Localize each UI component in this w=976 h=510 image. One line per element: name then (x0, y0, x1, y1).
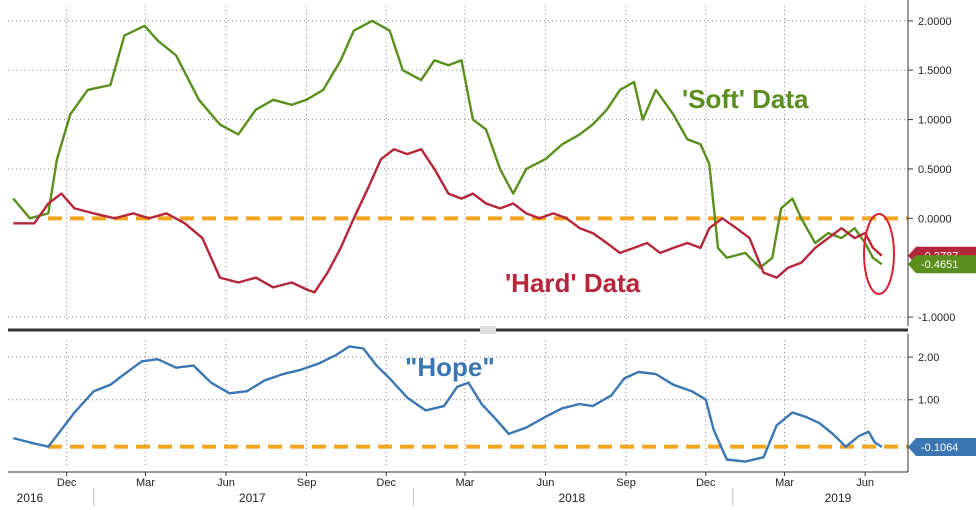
x-tick-label: Dec (696, 477, 716, 489)
last-value-flag (908, 255, 976, 274)
x-tick-label: Jun (217, 477, 235, 489)
x-tick-label: Dec (376, 477, 396, 489)
hard-data-annotation: 'Hard' Data (505, 268, 641, 298)
y-tick-label: 1.5000 (918, 65, 952, 77)
series-line-0-0 (12, 19, 883, 269)
soft-data-annotation: 'Soft' Data (682, 84, 809, 114)
last-value-label: -0.4651 (921, 259, 958, 271)
label-layer: -0.3787-0.4651-0.1064 (908, 246, 976, 456)
y-tick-label: 2.00 (918, 352, 939, 364)
x-tick-label: Mar (456, 477, 475, 489)
y-tick-label: 1.00 (918, 395, 939, 407)
x-tick-label: Jun (537, 477, 555, 489)
hope-annotation: "Hope" (405, 352, 495, 382)
grid-layer (8, 6, 908, 468)
last-value-flag (908, 437, 976, 456)
x-year-label: 2018 (558, 491, 585, 505)
y-tick-label: 2.0000 (918, 16, 952, 28)
x-tick-label: Dec (57, 477, 77, 489)
axis-layer: -1.0000 0.5000 1.0000 1.5000 2.0000 0.0000 1.0… (8, 0, 955, 506)
x-tick-label: Mar (775, 477, 794, 489)
x-tick-label: Mar (136, 477, 155, 489)
y-tick-label: 0.5000 (918, 164, 952, 176)
x-year-label: 2016 (17, 491, 44, 505)
reference-lines (48, 216, 908, 449)
last-value-label: -0.1064 (921, 442, 958, 454)
x-year-label: 2017 (239, 491, 266, 505)
y-tick-label: 1.0000 (918, 115, 952, 127)
x-tick-label: Sep (616, 477, 636, 489)
panel-splitter-handle[interactable] (480, 326, 496, 334)
x-tick-label: Sep (297, 477, 317, 489)
x-tick-label: Jun (856, 477, 874, 489)
series-layer (12, 19, 883, 463)
y-tick-label: 0.0000 (918, 213, 952, 225)
y-tick-label: -1.0000 (918, 312, 955, 324)
series-line-0-1 (13, 148, 883, 294)
series-line-1-0 (12, 345, 883, 463)
highlight-circle (863, 213, 895, 295)
x-year-label: 2019 (825, 491, 852, 505)
